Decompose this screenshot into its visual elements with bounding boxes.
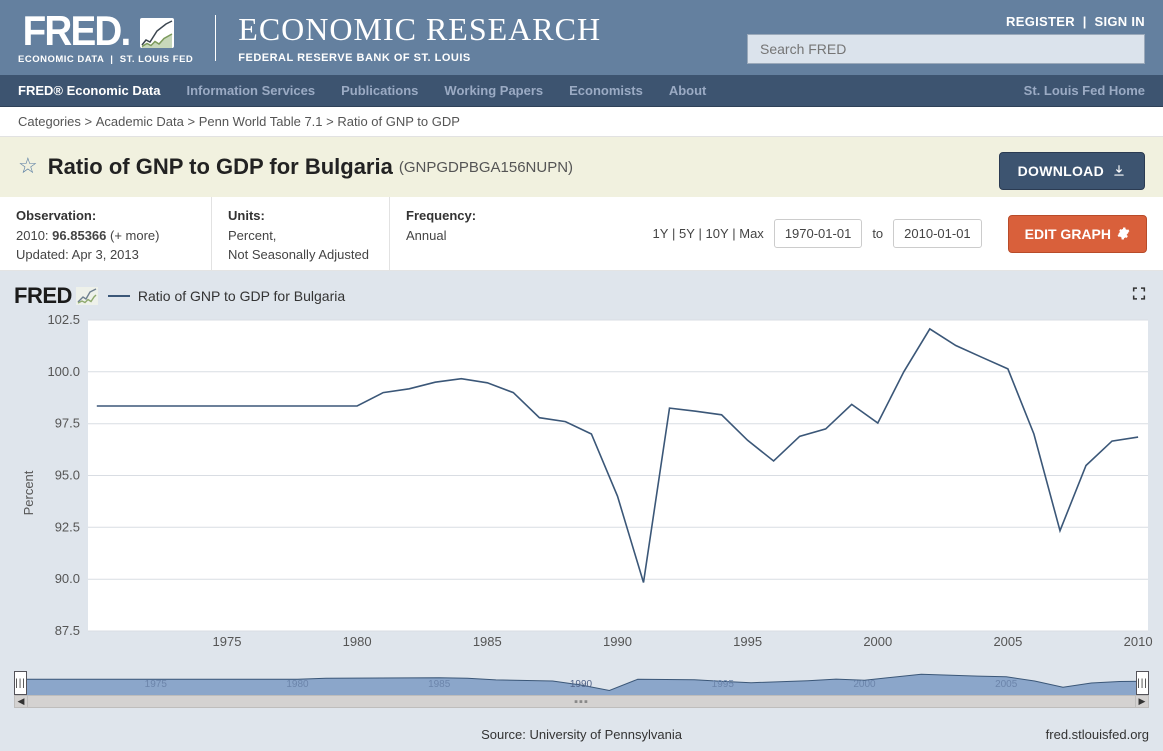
svg-text:1995: 1995 (733, 634, 762, 649)
svg-text:1985: 1985 (428, 679, 451, 690)
svg-text:2005: 2005 (995, 679, 1018, 690)
svg-text:2000: 2000 (863, 634, 892, 649)
svg-text:1995: 1995 (712, 679, 735, 690)
svg-text:1990: 1990 (570, 679, 593, 690)
svg-text:1980: 1980 (286, 679, 309, 690)
svg-text:1980: 1980 (343, 634, 372, 649)
svg-text:1975: 1975 (145, 679, 168, 690)
svg-text:100.0: 100.0 (47, 364, 80, 379)
svg-text:2000: 2000 (853, 679, 876, 690)
svg-text:102.5: 102.5 (47, 312, 80, 327)
svg-text:1975: 1975 (213, 634, 242, 649)
svg-text:95.0: 95.0 (55, 468, 80, 483)
svg-text:97.5: 97.5 (55, 416, 80, 431)
svg-text:90.0: 90.0 (55, 571, 80, 586)
svg-text:1990: 1990 (603, 634, 632, 649)
svg-text:2010: 2010 (1124, 634, 1153, 649)
svg-text:92.5: 92.5 (55, 519, 80, 534)
svg-text:87.5: 87.5 (55, 623, 80, 638)
svg-text:2005: 2005 (993, 634, 1022, 649)
svg-text:1985: 1985 (473, 634, 502, 649)
